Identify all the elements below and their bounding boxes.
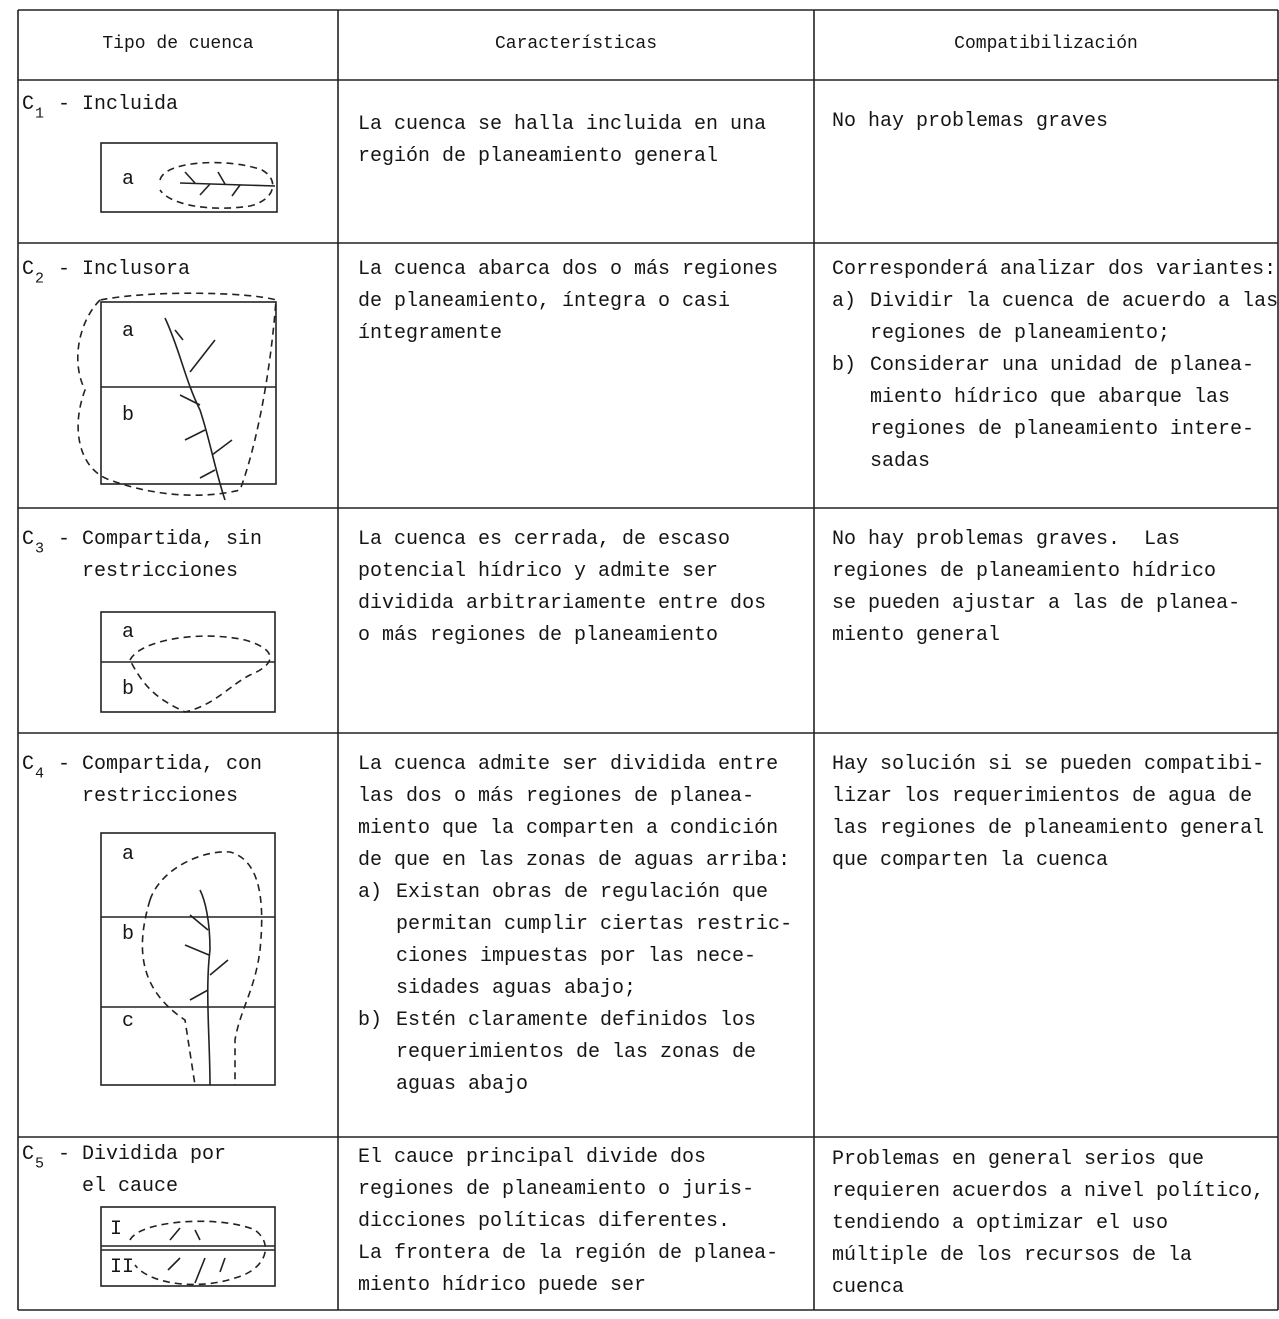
characteristics-line: región de planeamiento general [358,145,719,168]
basin-type-line: restricciones [82,560,239,583]
diagram-label: b [122,404,135,427]
characteristics-line: íntegramente [358,322,503,345]
diagram-label: c [122,1010,135,1033]
diagram-label: a [122,843,135,866]
compatibility-line: No hay problemas graves [832,110,1109,133]
characteristics-item-marker: b) [358,1009,383,1032]
compatibility-line: las regiones de planeamiento general [832,817,1265,840]
compatibility-item-marker: a) [832,290,857,313]
compatibility-line: lizar los requerimientos de agua de [832,785,1253,808]
compatibility-line: cuenca [832,1276,905,1299]
compatibility-line: múltiple de los recursos de la [832,1244,1193,1267]
basin-type-line: - Inclusora [58,258,191,281]
characteristics-item-line: sidades aguas abajo; [396,977,637,1000]
compatibility-item-line: sadas [870,450,931,473]
basin-code: C [22,753,35,776]
compatibility-line: regiones de planeamiento hídrico [832,560,1217,583]
diagram-label: a [122,320,135,343]
compatibility-item-line: miento hídrico que abarque las [870,386,1231,409]
diagram-label: II [110,1256,135,1279]
characteristics-line: El cauce principal divide dos [358,1146,707,1169]
basin-code-sub: 1 [35,105,45,123]
sketch-incluida [100,142,278,213]
basin-code-sub: 2 [35,270,45,288]
basin-type-line: - Dividida por [58,1143,227,1166]
compatibility-item-line: regiones de planeamiento; [870,322,1171,345]
diagram-label: b [122,923,135,946]
basin-code: C [22,1143,35,1166]
characteristics-item-marker: a) [358,881,383,904]
basin-type-line: - Compartida, con [58,753,263,776]
compatibility-line: Hay solución si se pueden compatibi- [832,753,1265,776]
compatibility-line: tendiendo a optimizar el uso [832,1212,1169,1235]
characteristics-line: de que en las zonas de aguas arriba: [358,849,791,872]
compatibility-item-marker: b) [832,354,857,377]
characteristics-item-line: aguas abajo [396,1073,529,1096]
compatibility-line: que comparten la cuenca [832,849,1109,872]
sketch-dividida [100,1206,276,1287]
characteristics-line: potencial hídrico y admite ser [358,560,719,583]
column-header: Características [494,34,658,54]
characteristics-line: regiones de planeamiento o juris- [358,1178,755,1201]
compatibility-line: No hay problemas graves. Las [832,528,1181,551]
diagram-label: a [122,621,135,644]
compatibility-line: Corresponderá analizar dos variantes: [832,258,1277,281]
compatibility-item-line: Considerar una unidad de planea- [870,354,1255,377]
basin-code-sub: 5 [35,1155,45,1173]
basin-code-sub: 4 [35,765,45,783]
basin-code: C [22,258,35,281]
column-header: Tipo de cuenca [102,34,254,54]
compatibility-line: miento general [832,624,1001,647]
compatibility-line: requieren acuerdos a nivel político, [832,1180,1265,1203]
characteristics-line: de planeamiento, íntegra o casi [358,290,731,313]
characteristics-line: las dos o más regiones de planea- [358,785,755,808]
characteristics-line: La frontera de la región de planea- [358,1242,779,1265]
compatibility-item-line: Dividir la cuenca de acuerdo a las [870,290,1279,313]
basin-type-line: restricciones [82,785,239,808]
characteristics-item-line: Existan obras de regulación que [396,881,769,904]
characteristics-item-line: ciones impuestas por las nece- [396,945,757,968]
sketch-compartida-con [100,832,276,1086]
characteristics-line: La cuenca se halla incluida en una [358,113,767,136]
diagram-label: I [110,1218,123,1241]
diagram-label: a [122,168,135,191]
sketch-inclusora [77,292,277,501]
characteristics-item-line: permitan cumplir ciertas restric- [396,913,793,936]
characteristics-line: dividida arbitrariamente entre dos [358,592,767,615]
compatibility-line: se pueden ajustar a las de planea- [832,592,1241,615]
characteristics-item-line: requerimientos de las zonas de [396,1041,757,1064]
sketch-compartida-sin [100,611,276,713]
basin-code-sub: 3 [35,540,45,558]
basin-type-line: el cauce [82,1175,179,1198]
table-grid [17,9,1279,1311]
basin-type-line: - Incluida [58,93,179,116]
characteristics-line: La cuenca abarca dos o más regiones [358,258,779,281]
characteristics-line: miento que la comparten a condición [358,817,779,840]
basin-code: C [22,93,35,116]
diagram-label: b [122,678,135,701]
column-header: Compatibilización [954,34,1138,54]
compatibility-item-line: regiones de planeamiento intere- [870,418,1255,441]
characteristics-item-line: Estén claramente definidos los [396,1009,757,1032]
basin-type-line: - Compartida, sin [58,528,263,551]
characteristics-line: La cuenca admite ser dividida entre [358,753,779,776]
compatibility-line: Problemas en general serios que [832,1148,1205,1171]
characteristics-line: miento hídrico puede ser [358,1274,647,1297]
basin-code: C [22,528,35,551]
characteristics-line: La cuenca es cerrada, de escaso [358,528,731,551]
characteristics-line: o más regiones de planeamiento [358,624,719,647]
characteristics-line: dicciones políticas diferentes. [358,1210,731,1233]
